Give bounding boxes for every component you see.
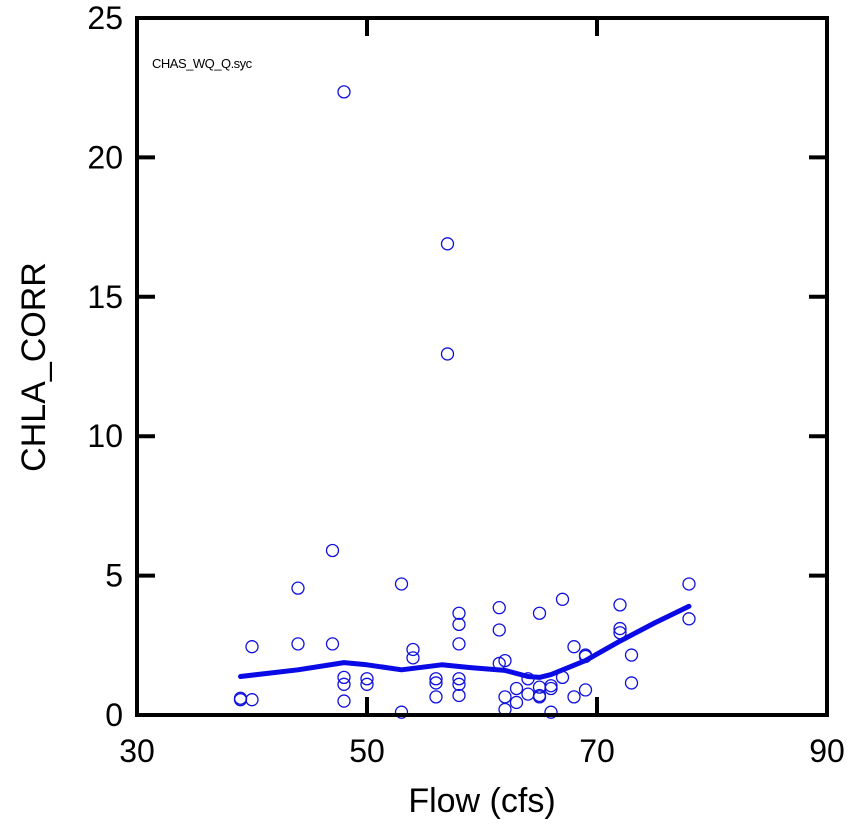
data-point: [613, 626, 627, 640]
data-point: [532, 606, 547, 620]
data-point: [544, 679, 558, 693]
axis-ticks: [137, 18, 827, 715]
data-point: [337, 694, 351, 708]
data-point: [613, 621, 627, 636]
x-axis-title: Flow (cfs): [408, 782, 555, 820]
data-point: [492, 601, 506, 615]
data-point: [498, 690, 512, 704]
y-tick-label: 15: [87, 279, 123, 315]
y-axis-title: CHLA_CORR: [15, 262, 53, 472]
data-point: [406, 642, 420, 657]
data-point: [245, 640, 259, 654]
data-points: [233, 85, 696, 719]
data-point: [555, 670, 570, 685]
y-tick-label: 10: [87, 418, 123, 454]
data-point: [291, 637, 305, 651]
data-point: [521, 687, 535, 701]
data-point: [578, 683, 593, 697]
data-point: [682, 577, 696, 591]
data-point: [429, 690, 443, 704]
data-point: [440, 347, 455, 361]
data-point: [521, 672, 535, 686]
data-point: [578, 649, 593, 664]
data-point: [394, 577, 409, 591]
data-point: [567, 690, 581, 704]
x-tick-label: 70: [579, 733, 615, 769]
x-tick-label: 90: [809, 733, 845, 769]
data-point: [492, 623, 506, 637]
data-point: [452, 677, 466, 691]
y-tick-label: 20: [87, 139, 123, 175]
data-point: [337, 670, 351, 685]
data-point: [567, 640, 581, 654]
data-point: [325, 543, 340, 558]
tick-labels: 30 50 70 90 0 5 10 15 20 25: [87, 0, 844, 769]
data-point: [624, 648, 639, 662]
data-point: [291, 581, 305, 595]
data-point: [452, 606, 466, 620]
data-point: [360, 672, 374, 686]
data-point: [624, 676, 639, 690]
data-point: [337, 677, 351, 691]
data-point: [452, 637, 466, 651]
data-point: [452, 617, 466, 632]
y-tick-label: 5: [105, 558, 123, 594]
data-point: [509, 695, 524, 710]
data-point: [613, 598, 627, 612]
data-point: [498, 653, 512, 668]
data-point: [394, 705, 409, 719]
x-tick-label: 50: [349, 733, 385, 769]
plot-frame: [135, 16, 829, 717]
data-point: [509, 681, 524, 696]
smoother-line: [238, 603, 692, 680]
data-point: [452, 672, 466, 686]
data-point: [532, 690, 547, 704]
data-point: [406, 651, 420, 665]
data-point: [682, 612, 696, 626]
data-point: [544, 705, 558, 719]
x-tick-label: 30: [119, 733, 155, 769]
data-point: [429, 676, 443, 690]
data-point: [325, 637, 340, 651]
chart-annotation: CHAS_WQ_Q.syc: [152, 56, 253, 71]
data-point: [429, 672, 443, 686]
data-point: [452, 688, 466, 703]
y-tick-label: 0: [105, 697, 123, 733]
data-point: [360, 677, 374, 691]
y-tick-label: 25: [87, 0, 123, 36]
data-point: [440, 237, 455, 251]
data-point: [544, 681, 558, 696]
data-point: [337, 85, 351, 99]
data-point: [555, 592, 570, 606]
data-point: [245, 693, 259, 707]
